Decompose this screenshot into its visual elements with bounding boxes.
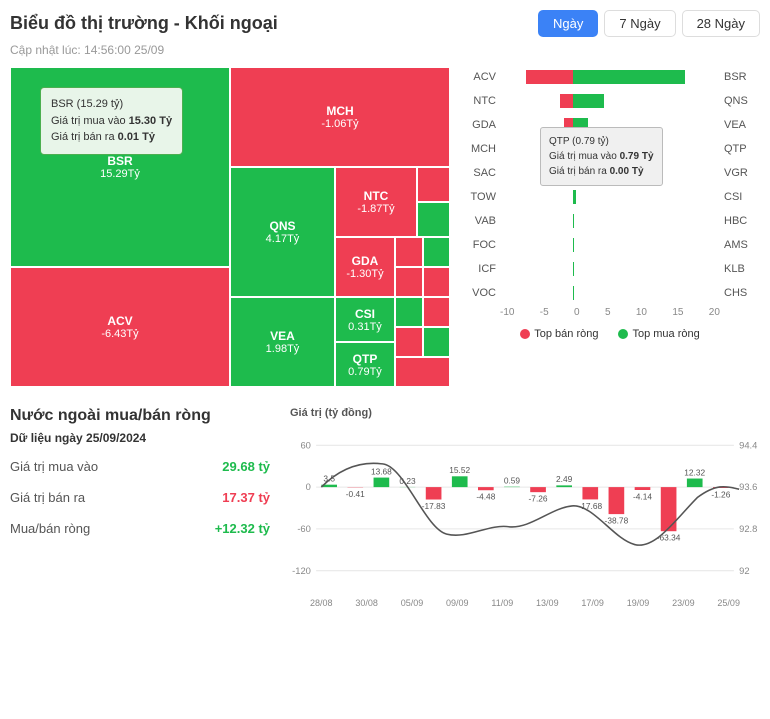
tab-7 Ngày[interactable]: 7 Ngày xyxy=(604,10,675,37)
svg-text:12.32: 12.32 xyxy=(684,467,705,477)
treemap-cell-[interactable] xyxy=(423,297,450,327)
svg-text:-17.68: -17.68 xyxy=(578,501,602,511)
treemap-cell-VEA[interactable]: VEA1.98Tỷ xyxy=(230,297,335,387)
legend-item: Top bán ròng xyxy=(520,328,598,340)
svg-text:-17.83: -17.83 xyxy=(422,501,446,511)
treemap-cell-QTP[interactable]: QTP0.79Tỷ xyxy=(335,342,395,387)
svg-text:0.59: 0.59 xyxy=(504,476,521,486)
treemap-cell-[interactable] xyxy=(395,327,423,357)
svg-text:-120: -120 xyxy=(292,565,311,576)
treemap-cell-[interactable] xyxy=(423,327,450,357)
svg-text:93.6: 93.6 xyxy=(739,481,757,492)
section2-sub: Dữ liệu ngày 25/09/2024 xyxy=(10,431,270,445)
bar-row: ICFKLB xyxy=(465,259,755,279)
treemap-cell-QNS[interactable]: QNS4.17Tỷ xyxy=(230,167,335,297)
bar-row: VOCCHS xyxy=(465,283,755,303)
svg-text:-63.34: -63.34 xyxy=(657,533,681,543)
bar-row: FOCAMS xyxy=(465,235,755,255)
tab-28 Ngày[interactable]: 28 Ngày xyxy=(682,10,760,37)
treemap-cell-GDA[interactable]: GDA-1.30Tỷ xyxy=(335,237,395,297)
svg-text:13.68: 13.68 xyxy=(371,466,392,476)
svg-text:-4.48: -4.48 xyxy=(476,492,495,502)
svg-text:-38.78: -38.78 xyxy=(605,516,629,526)
time-tabs: Ngày7 Ngày 28 Ngày xyxy=(538,10,760,37)
svg-text:92.8: 92.8 xyxy=(739,523,757,534)
section2-title: Nước ngoài mua/bán ròng xyxy=(10,407,270,425)
svg-text:-4.14: -4.14 xyxy=(633,491,652,501)
svg-text:-1.26: -1.26 xyxy=(711,489,730,499)
legend-item: Top mua ròng xyxy=(618,328,699,340)
bar-chart: QTP (0.79 tỷ) Giá trị mua vào 0.79 Tỷ Gi… xyxy=(465,67,755,387)
stat-row: Mua/bán ròng+12.32 tỷ xyxy=(10,521,270,536)
treemap-chart[interactable]: BSR (15.29 tỷ) Giá trị mua vào 15.30 Tỷ … xyxy=(10,67,450,387)
treemap-cell-[interactable] xyxy=(423,267,450,297)
svg-text:3.5: 3.5 xyxy=(323,474,335,484)
svg-text:-7.26: -7.26 xyxy=(529,494,548,504)
bar-row: NTCQNS xyxy=(465,91,755,111)
svg-text:92: 92 xyxy=(739,565,749,576)
svg-text:15.52: 15.52 xyxy=(449,465,470,475)
barchart-tooltip: QTP (0.79 tỷ) Giá trị mua vào 0.79 Tỷ Gi… xyxy=(540,127,663,186)
treemap-cell-ACV[interactable]: ACV-6.43Tỷ xyxy=(10,267,230,387)
svg-text:0.23: 0.23 xyxy=(399,476,416,486)
bar-row: ACVBSR xyxy=(465,67,755,87)
treemap-cell-[interactable] xyxy=(395,267,423,297)
svg-text:-60: -60 xyxy=(297,523,311,534)
stat-row: Giá trị mua vào29.68 tỷ xyxy=(10,459,270,474)
treemap-tooltip: BSR (15.29 tỷ) Giá trị mua vào 15.30 Tỷ … xyxy=(40,87,183,155)
svg-text:2.49: 2.49 xyxy=(556,474,573,484)
treemap-cell-[interactable] xyxy=(395,297,423,327)
treemap-cell-CSI[interactable]: CSI0.31Tỷ xyxy=(335,297,395,342)
treemap-cell-MCH[interactable]: MCH-1.06Tỷ xyxy=(230,67,450,167)
page-title: Biểu đồ thị trường - Khối ngoại xyxy=(10,13,278,34)
svg-text:0: 0 xyxy=(306,481,311,492)
treemap-cell-[interactable] xyxy=(423,237,450,267)
lc-title: Giá trị (tỷ đồng) xyxy=(290,407,760,419)
treemap-cell-[interactable] xyxy=(395,357,450,387)
line-chart[interactable]: Giá trị (tỷ đồng) 60 94.4 0 93.6 -60 92.8 -120… xyxy=(290,407,760,607)
svg-text:94.4: 94.4 xyxy=(739,439,757,450)
tab-Ngày[interactable]: Ngày xyxy=(538,10,598,37)
bar-row: TOWCSI xyxy=(465,187,755,207)
treemap-cell-NTC[interactable]: NTC-1.87Tỷ xyxy=(335,167,417,237)
treemap-cell-[interactable] xyxy=(417,202,450,237)
bar-row: VABHBC xyxy=(465,211,755,231)
svg-text:60: 60 xyxy=(300,439,310,450)
updated-text: Cập nhật lúc: 14:56:00 25/09 xyxy=(10,43,760,57)
treemap-cell-[interactable] xyxy=(417,167,450,202)
svg-text:-0.41: -0.41 xyxy=(346,489,365,499)
treemap-cell-[interactable] xyxy=(395,237,423,267)
stat-row: Giá trị bán ra17.37 tỷ xyxy=(10,490,270,505)
